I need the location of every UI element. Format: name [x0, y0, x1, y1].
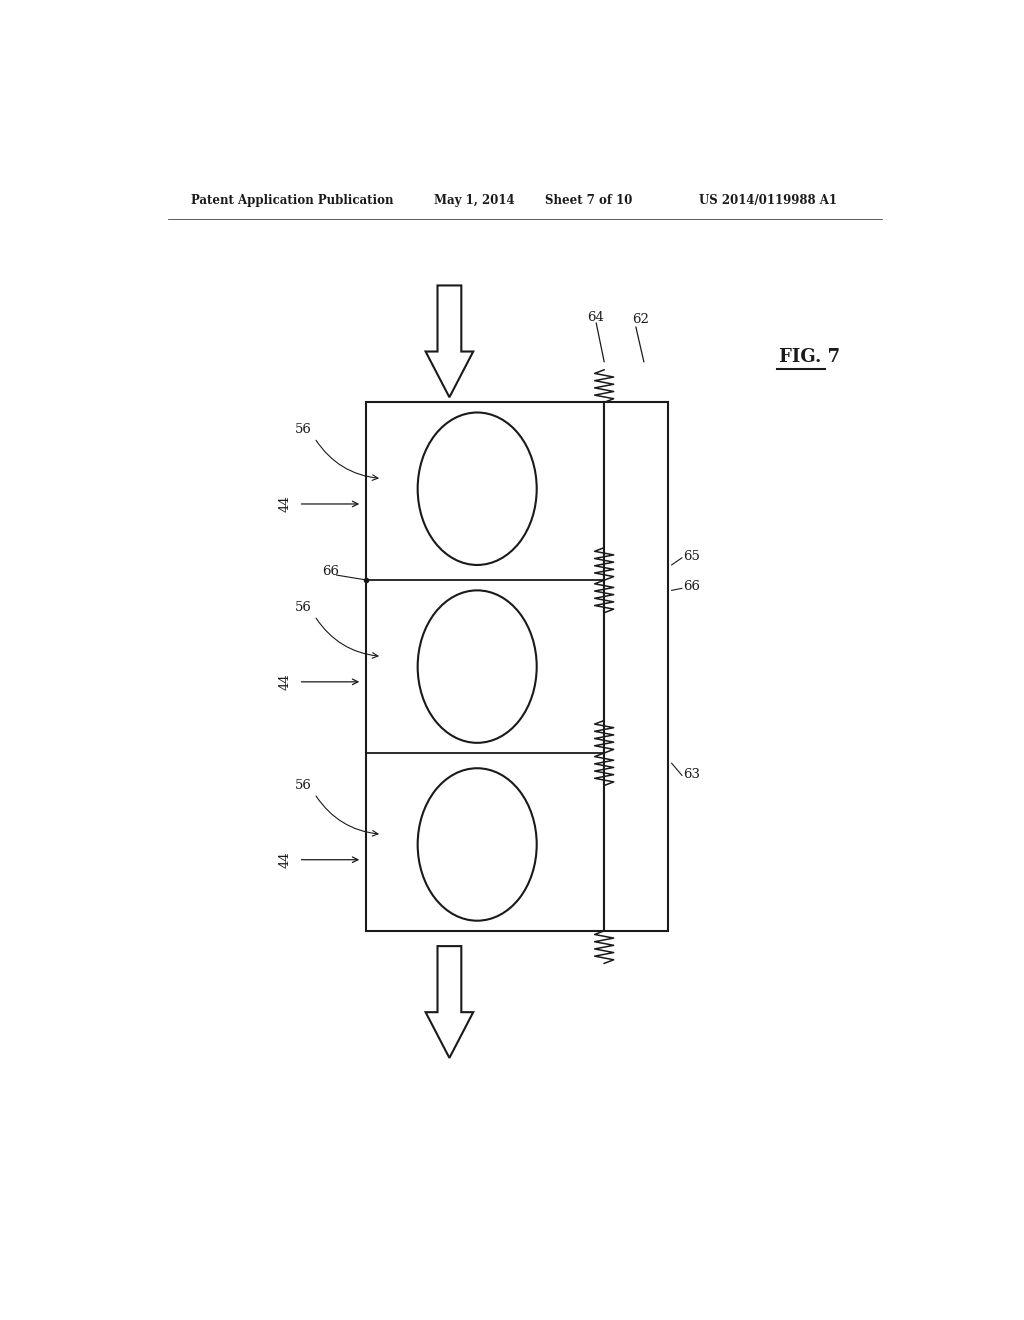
Text: 66: 66: [323, 565, 339, 578]
Text: 66: 66: [684, 581, 700, 594]
Text: Patent Application Publication: Patent Application Publication: [191, 194, 394, 207]
Text: Sheet 7 of 10: Sheet 7 of 10: [545, 194, 632, 207]
Text: 56: 56: [295, 601, 311, 614]
Bar: [604, 403, 668, 931]
Text: 64: 64: [587, 312, 603, 323]
Text: 65: 65: [684, 550, 700, 562]
Polygon shape: [426, 285, 473, 397]
Text: 44: 44: [279, 673, 292, 690]
Text: May 1, 2014: May 1, 2014: [433, 194, 514, 207]
Polygon shape: [426, 946, 473, 1057]
Circle shape: [418, 768, 537, 921]
Bar: [367, 403, 604, 931]
Circle shape: [418, 590, 537, 743]
Text: US 2014/0119988 A1: US 2014/0119988 A1: [699, 194, 838, 207]
Text: 62: 62: [632, 313, 649, 326]
Text: 56: 56: [295, 422, 311, 436]
Circle shape: [418, 412, 537, 565]
Text: 44: 44: [279, 851, 292, 867]
Text: 44: 44: [279, 495, 292, 512]
Text: 56: 56: [295, 779, 311, 792]
Text: FIG. 7: FIG. 7: [778, 347, 840, 366]
Text: 63: 63: [684, 768, 700, 781]
